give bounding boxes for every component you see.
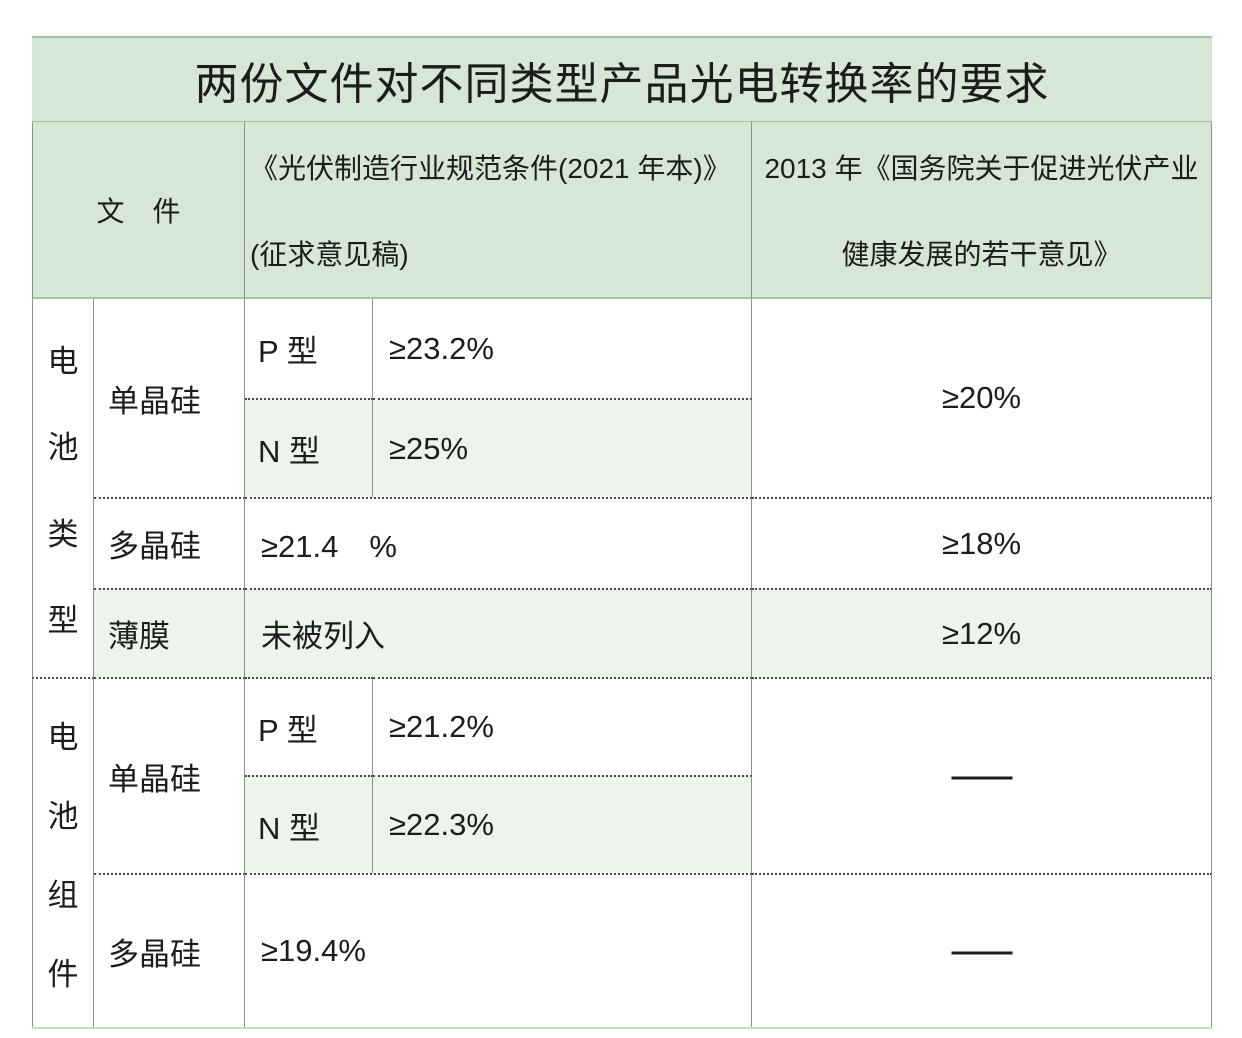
modules-poly-label: 多晶硅 [94,873,245,1027]
modules-mono-n-value: ≥22.3% [373,775,752,873]
conversion-rate-table: 两份文件对不同类型产品光电转换率的要求 文 件 《光伏制造行业规范条件(2021… [32,36,1212,1029]
header-doc-2013: 2013 年《国务院关于促进光伏产业 健康发展的若干意见》 [752,122,1212,299]
header-doc-2021: 《光伏制造行业规范条件(2021 年本)》 (征求意见稿) [245,122,752,299]
modules-mono-p-label: P 型 [245,677,373,775]
cells-mono-n-value: ≥25% [373,398,752,497]
modules-mono-req-2013: —— [752,677,1212,873]
modules-poly-value: ≥19.4% [245,873,752,1027]
cells-thinfilm-value: 未被列入 [245,588,752,677]
cells-mono-label: 单晶硅 [94,299,245,497]
header-doc-2021-line1: 《光伏制造行业规范条件(2021 年本)》 [250,152,731,184]
header-doc-2021-line2: (征求意见稿) [250,238,409,270]
category-char: 池 [47,799,79,834]
cells-thinfilm-req-2013: ≥12% [752,588,1212,677]
header-doc-2013-line1: 2013 年《国务院关于促进光伏产业 [764,152,1199,184]
header-doc-2013-line2: 健康发展的若干意见》 [841,238,1122,270]
category-char: 电 [47,720,79,755]
category-char: 池 [47,430,79,466]
modules-poly-req-2013: —— [752,873,1212,1027]
cells-poly-req-2013: ≥18% [752,497,1212,588]
modules-mono-label: 单晶硅 [94,677,245,873]
category-char: 件 [47,957,79,992]
modules-mono-p-value: ≥21.2% [373,677,752,775]
cells-poly-value: ≥21.4 % [245,497,752,588]
category-char: 组 [47,878,79,913]
cells-mono-req-2013: ≥20% [752,299,1212,497]
category-char: 型 [47,603,79,639]
cells-poly-label: 多晶硅 [94,497,245,588]
cells-mono-n-label: N 型 [245,398,373,497]
category-battery-modules: 电 池 组 件 [32,677,94,1027]
category-battery-cells: 电 池 类 型 [32,299,94,677]
category-char: 电 [47,343,79,379]
category-char: 类 [47,516,79,552]
table-title: 两份文件对不同类型产品光电转换率的要求 [32,36,1212,122]
cells-mono-p-label: P 型 [245,299,373,398]
modules-mono-n-label: N 型 [245,775,373,873]
cells-mono-p-value: ≥23.2% [373,299,752,398]
cells-thinfilm-label: 薄膜 [94,588,245,677]
header-files: 文 件 [32,122,245,299]
